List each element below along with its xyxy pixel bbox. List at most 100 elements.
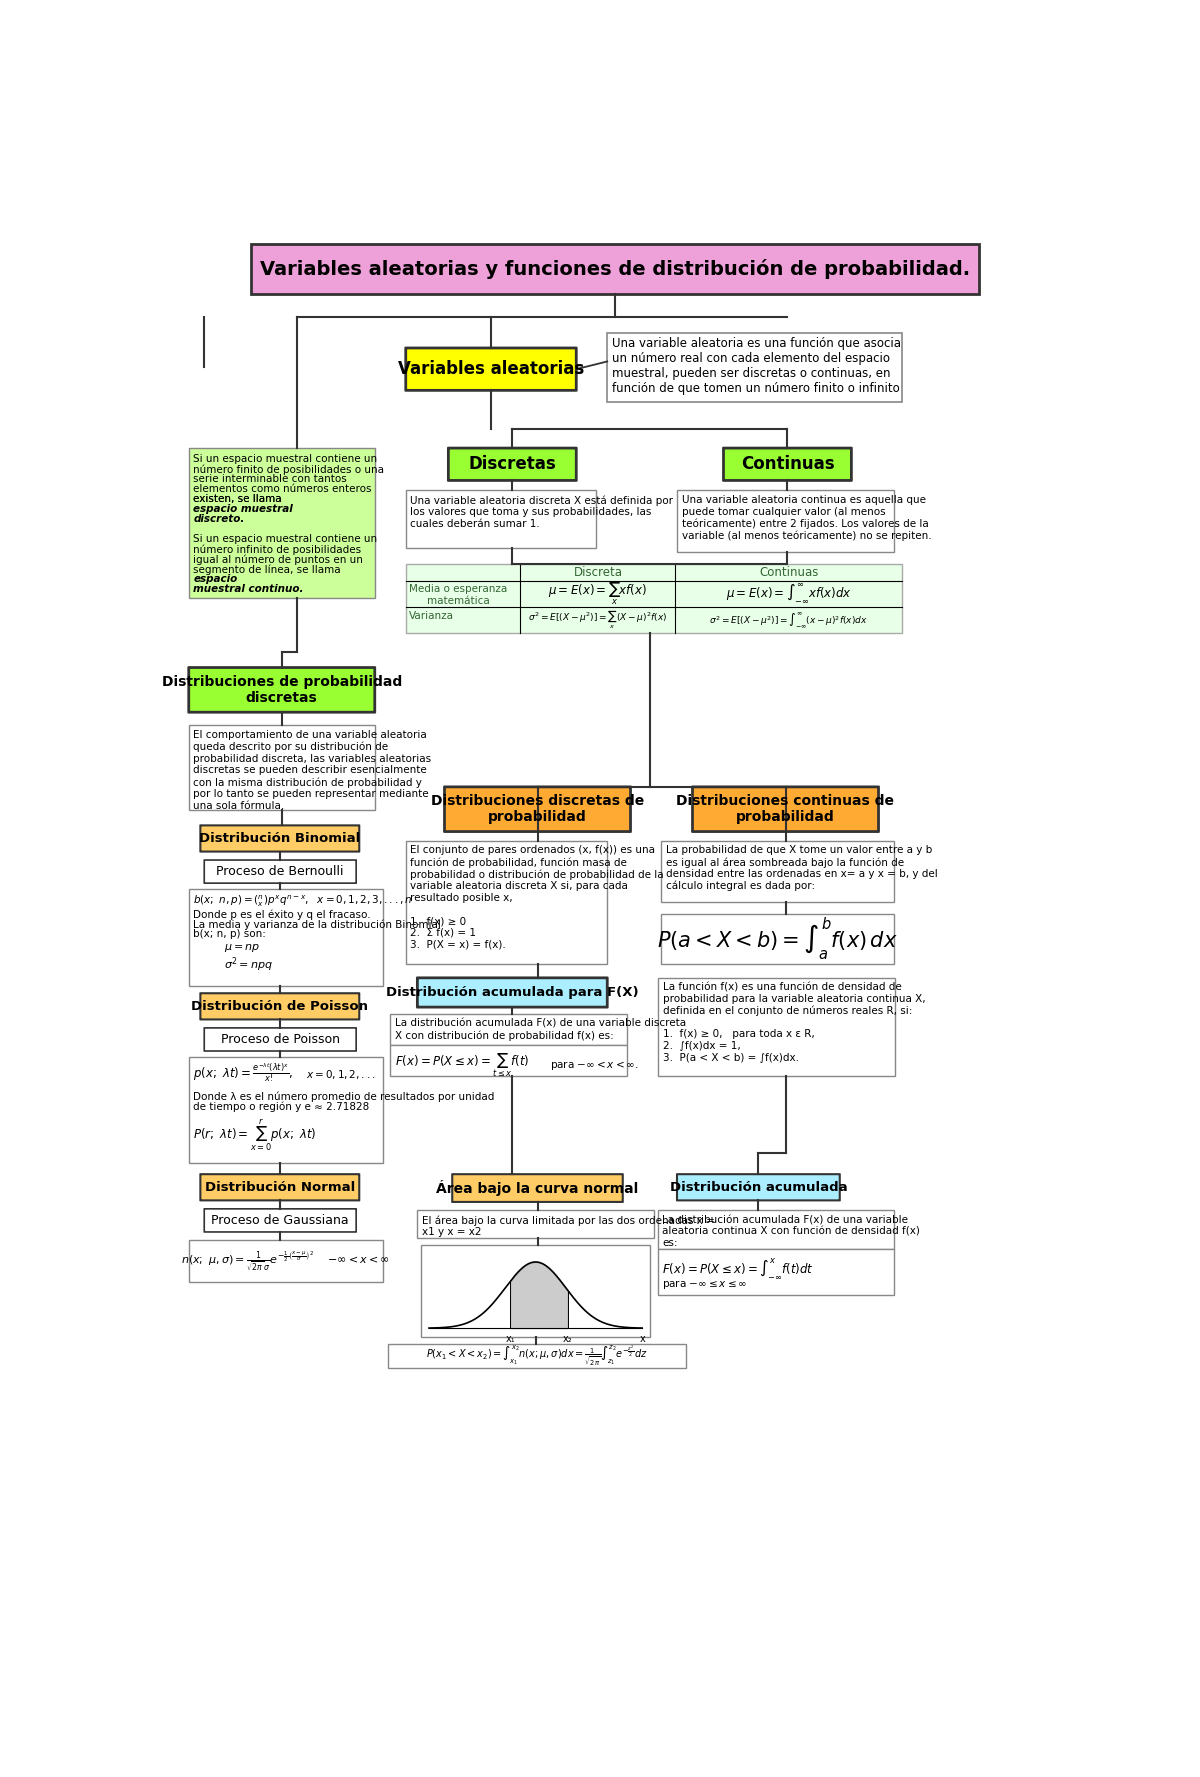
- Text: discreto.: discreto.: [193, 514, 245, 524]
- FancyBboxPatch shape: [251, 243, 979, 295]
- Text: Distribuciones de probabilidad
discretas: Distribuciones de probabilidad discretas: [162, 675, 402, 705]
- FancyBboxPatch shape: [449, 448, 576, 480]
- Text: igual al número de puntos en un: igual al número de puntos en un: [193, 554, 364, 565]
- Text: La función f(x) es una función de densidad de
probabilidad para la variable alea: La función f(x) es una función de densid…: [664, 983, 925, 1063]
- FancyBboxPatch shape: [188, 668, 374, 713]
- Text: La distribución acumulada F(x) de una variable
aleatoria continua X con función : La distribución acumulada F(x) de una va…: [662, 1215, 920, 1247]
- FancyBboxPatch shape: [421, 1246, 650, 1338]
- Text: La media y varianza de la distribución Binomial: La media y varianza de la distribución B…: [193, 919, 442, 929]
- Text: $\mu= E(x) = \sum_x xf(x)$: $\mu= E(x) = \sum_x xf(x)$: [548, 581, 648, 606]
- FancyBboxPatch shape: [388, 1343, 686, 1368]
- FancyBboxPatch shape: [658, 1249, 894, 1295]
- Text: para $-\infty \leq x \leq \infty$: para $-\infty \leq x \leq \infty$: [662, 1278, 748, 1292]
- Text: Donde p es el éxito y q el fracaso.: Donde p es el éxito y q el fracaso.: [193, 910, 371, 920]
- Text: Media o esperanza
matemática: Media o esperanza matemática: [409, 585, 508, 606]
- Text: Distribución acumulada: Distribución acumulada: [670, 1180, 847, 1194]
- FancyBboxPatch shape: [661, 913, 894, 963]
- Text: Distribución acumulada para F(X): Distribución acumulada para F(X): [386, 986, 638, 999]
- FancyBboxPatch shape: [661, 841, 894, 903]
- Text: Si un espacio muestral contiene un: Si un espacio muestral contiene un: [193, 535, 378, 544]
- Text: Donde λ es el número promedio de resultados por unidad: Donde λ es el número promedio de resulta…: [193, 1091, 494, 1102]
- Text: x₁: x₁: [505, 1335, 515, 1345]
- Text: Proceso de Gaussiana: Proceso de Gaussiana: [211, 1214, 349, 1226]
- FancyBboxPatch shape: [692, 787, 878, 832]
- Text: Una variable aleatoria es una función que asocia
un número real con cada element: Una variable aleatoria es una función qu…: [612, 338, 901, 394]
- FancyBboxPatch shape: [188, 1057, 383, 1164]
- Text: $F(x) = P(X \leq x) = \sum_{t \leq x} f(t)$: $F(x) = P(X \leq x) = \sum_{t \leq x} f(…: [395, 1050, 529, 1079]
- Text: muestral continuo.: muestral continuo.: [193, 585, 304, 594]
- Text: segmento de línea, se llama: segmento de línea, se llama: [193, 565, 344, 576]
- Text: número finito de posibilidades o una: número finito de posibilidades o una: [193, 464, 384, 474]
- Text: $p(x;\ \lambda t) = \frac{e^{-\lambda t}(\lambda t)^x}{x!},$: $p(x;\ \lambda t) = \frac{e^{-\lambda t}…: [193, 1063, 294, 1084]
- FancyBboxPatch shape: [188, 1240, 383, 1281]
- Text: $\sigma^2= E[(X-\mu^2)] = \sum_x(X-\mu)^2 f(x)$: $\sigma^2= E[(X-\mu^2)] = \sum_x(X-\mu)^…: [528, 610, 667, 631]
- Text: espacio: espacio: [193, 574, 238, 585]
- FancyBboxPatch shape: [659, 977, 895, 1077]
- Text: $\sigma^2= E[(X-\mu^2)] = \int_{-\infty}^{\infty}(x-\mu)^2 f(x)dx$: $\sigma^2= E[(X-\mu^2)] = \int_{-\infty}…: [709, 610, 868, 629]
- FancyBboxPatch shape: [444, 787, 630, 832]
- FancyBboxPatch shape: [406, 490, 595, 547]
- Text: Variables aleatorias y funciones de distribución de probabilidad.: Variables aleatorias y funciones de dist…: [260, 259, 970, 279]
- Text: El área bajo la curva limitada por las dos ordenadas x =
x1 y x = x2: El área bajo la curva limitada por las d…: [422, 1215, 715, 1237]
- FancyBboxPatch shape: [188, 888, 383, 986]
- Text: $x = 0,1,2,...$: $x = 0,1,2,...$: [306, 1068, 376, 1080]
- Text: $P(r;\ \lambda t) = \sum_{x=0}^{r} p(x;\ \lambda t)$: $P(r;\ \lambda t) = \sum_{x=0}^{r} p(x;\…: [193, 1118, 317, 1153]
- Text: El comportamiento de una variable aleatoria
queda descrito por su distribución d: El comportamiento de una variable aleato…: [193, 730, 432, 810]
- FancyBboxPatch shape: [200, 1175, 359, 1201]
- Text: serie interminable con tantos: serie interminable con tantos: [193, 474, 347, 485]
- FancyBboxPatch shape: [406, 841, 607, 963]
- Text: Varianza: Varianza: [409, 611, 454, 620]
- FancyBboxPatch shape: [204, 860, 356, 883]
- FancyBboxPatch shape: [677, 1175, 840, 1201]
- Text: Continuas: Continuas: [740, 455, 834, 473]
- Text: Distribución Binomial: Distribución Binomial: [199, 832, 360, 846]
- Text: $\mu = np$: $\mu = np$: [224, 942, 260, 954]
- Text: Continuas: Continuas: [758, 565, 818, 579]
- FancyBboxPatch shape: [390, 1015, 626, 1045]
- Text: Discretas: Discretas: [468, 455, 556, 473]
- Text: para $-\infty < x < \infty$.: para $-\infty < x < \infty$.: [550, 1059, 638, 1072]
- Text: $F(x) = P(X \leq x) = \int_{-\infty}^{x} f(t)dt$: $F(x) = P(X \leq x) = \int_{-\infty}^{x}…: [662, 1256, 814, 1281]
- Text: La distribución acumulada F(x) de una variable discreta
X con distribución de pr: La distribución acumulada F(x) de una va…: [395, 1018, 686, 1041]
- FancyBboxPatch shape: [418, 1210, 654, 1239]
- FancyBboxPatch shape: [204, 1208, 356, 1231]
- Text: número infinito de posibilidades: número infinito de posibilidades: [193, 544, 361, 554]
- FancyBboxPatch shape: [418, 977, 607, 1008]
- Text: $b(x;\ n,p) = \binom{n}{x}p^x q^{n-x},\ \ x = 0,1,2,3,...,n$: $b(x;\ n,p) = \binom{n}{x}p^x q^{n-x},\ …: [193, 894, 413, 910]
- Text: x: x: [640, 1335, 646, 1345]
- Text: Una variable aleatoria continua es aquella que
puede tomar cualquier valor (al m: Una variable aleatoria continua es aquel…: [682, 496, 931, 540]
- Text: x₂: x₂: [563, 1335, 572, 1345]
- FancyBboxPatch shape: [452, 1175, 623, 1201]
- Text: $\sigma^2 = npq$: $\sigma^2 = npq$: [224, 956, 274, 974]
- Text: $P(a < X < b) = \int_a^b f(x)\, dx$: $P(a < X < b) = \int_a^b f(x)\, dx$: [658, 915, 898, 963]
- Text: Proceso de Poisson: Proceso de Poisson: [221, 1032, 340, 1047]
- Text: Variables aleatorias: Variables aleatorias: [398, 361, 584, 379]
- Text: Distribución de Poisson: Distribución de Poisson: [191, 1000, 368, 1013]
- Text: $\mu= E(x) = \int_{-\infty}^{\infty} xf(x)dx$: $\mu= E(x) = \int_{-\infty}^{\infty} xf(…: [726, 583, 852, 606]
- FancyBboxPatch shape: [188, 448, 374, 599]
- FancyBboxPatch shape: [200, 993, 359, 1020]
- Text: existen, se llama: existen, se llama: [193, 494, 286, 505]
- FancyBboxPatch shape: [406, 348, 576, 391]
- Text: Distribuciones continuas de
probabilidad: Distribuciones continuas de probabilidad: [677, 794, 894, 825]
- FancyBboxPatch shape: [200, 825, 359, 851]
- Text: Área bajo la curva normal: Área bajo la curva normal: [437, 1180, 638, 1196]
- FancyBboxPatch shape: [677, 490, 894, 553]
- Text: Si un espacio muestral contiene un: Si un espacio muestral contiene un: [193, 455, 378, 464]
- FancyBboxPatch shape: [406, 563, 901, 633]
- Text: existen, se llama: existen, se llama: [193, 494, 286, 505]
- Text: elementos como números enteros: elementos como números enteros: [193, 485, 372, 494]
- Text: $n(x;\ \mu,\sigma) = \frac{1}{\sqrt{2\pi}\,\sigma}e^{-\frac{1}{2}\left(\frac{x-\: $n(x;\ \mu,\sigma) = \frac{1}{\sqrt{2\pi…: [181, 1249, 390, 1272]
- Text: Distribuciones discretas de
probabilidad: Distribuciones discretas de probabilidad: [431, 794, 644, 825]
- Text: Discreta: Discreta: [574, 565, 623, 579]
- Text: $P(x_1 < X < x_2) = \int_{x_1}^{x_2} n(x;\mu,\sigma)dx = \frac{1}{\sqrt{2\pi}}\i: $P(x_1 < X < x_2) = \int_{x_1}^{x_2} n(x…: [426, 1343, 648, 1368]
- Text: b(x; n, p) son:: b(x; n, p) son:: [193, 929, 266, 940]
- Text: La probabilidad de que X tome un valor entre a y b
es igual al área sombreada ba: La probabilidad de que X tome un valor e…: [666, 846, 938, 892]
- FancyBboxPatch shape: [390, 1045, 626, 1075]
- FancyBboxPatch shape: [607, 332, 901, 402]
- Text: de tiempo o región y e ≈ 2.71828: de tiempo o región y e ≈ 2.71828: [193, 1102, 370, 1112]
- FancyBboxPatch shape: [724, 448, 851, 480]
- Text: Proceso de Bernoulli: Proceso de Bernoulli: [216, 865, 344, 878]
- FancyBboxPatch shape: [658, 1210, 894, 1249]
- Text: espacio muestral: espacio muestral: [193, 505, 293, 514]
